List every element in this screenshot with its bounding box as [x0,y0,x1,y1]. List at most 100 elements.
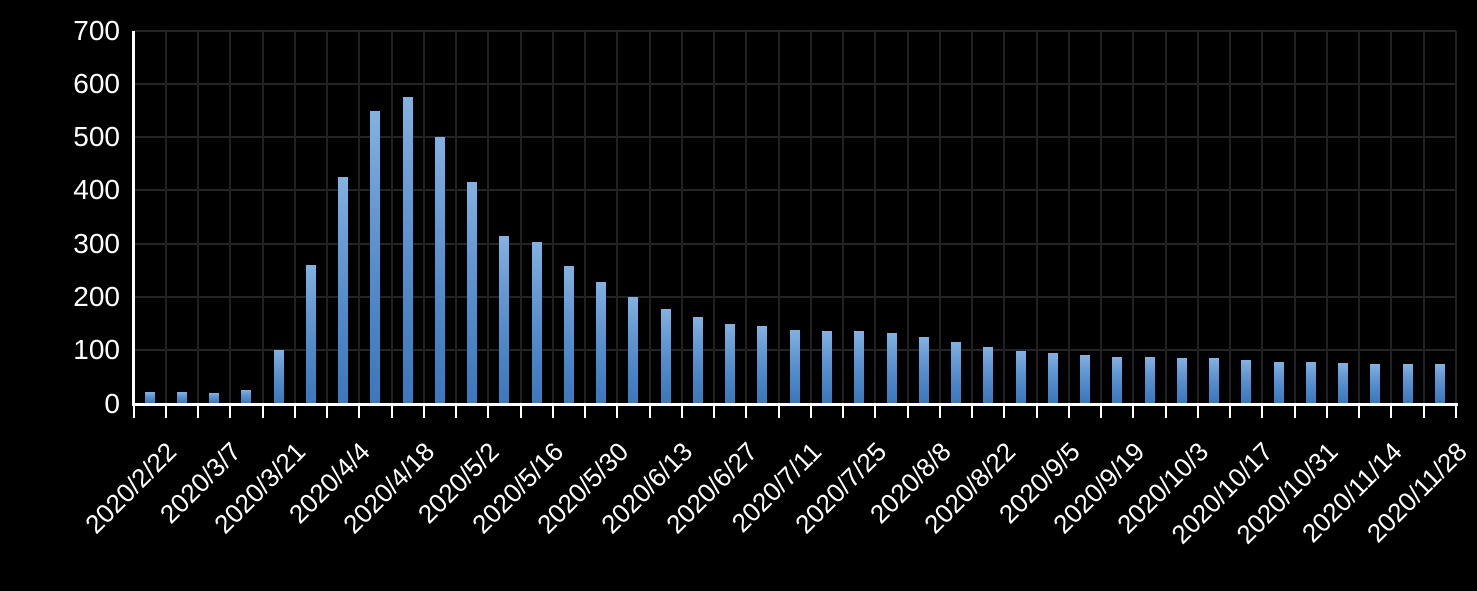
vertical-gridline [842,30,845,404]
vertical-gridline [745,30,748,404]
y-axis-label: 400 [73,174,120,206]
x-axis-tick [1164,404,1167,418]
x-axis-tick [1261,404,1264,418]
x-axis-tick [1422,404,1425,418]
bar-2020/8/8 [918,336,929,404]
vertical-gridline [164,30,167,404]
vertical-gridline [390,30,393,404]
bar-2020/10/3 [1176,358,1187,404]
vertical-gridline [1196,30,1199,404]
bar-2020/8/29 [1015,351,1026,404]
x-axis-tick [874,404,877,418]
bar-2020/6/27 [725,323,736,404]
x-axis-tick [1100,404,1103,418]
vertical-gridline [487,30,490,404]
vertical-gridline [455,30,458,404]
x-axis-tick [616,404,619,418]
y-axis-label: 300 [73,227,120,259]
x-axis-tick [519,404,522,418]
bar-2020/3/14 [241,390,252,404]
vertical-gridline [422,30,425,404]
vertical-gridline [326,30,329,404]
x-axis-tick [455,404,458,418]
x-axis-tick [648,404,651,418]
x-axis-line [131,402,1458,406]
vertical-gridline [551,30,554,404]
bar-2020/5/23 [563,266,574,404]
bar-2020/3/21 [273,350,284,404]
vertical-gridline [197,30,199,404]
vertical-gridline [1132,30,1135,404]
bar-2020/9/19 [1112,357,1123,404]
horizontal-gridline [133,295,1456,298]
y-axis-line [132,30,135,406]
bar-2020/5/2 [467,182,478,404]
bar-2020/11/21 [1402,364,1413,404]
vertical-gridline [1325,30,1328,404]
x-axis-tick [777,404,780,418]
x-axis-tick [1455,404,1457,418]
vertical-gridline [1358,30,1361,404]
bar-2020/4/4 [338,177,349,404]
x-axis-tick [680,404,683,418]
horizontal-gridline [133,136,1456,139]
x-axis-label: 2020/2/22 [79,436,183,540]
x-axis-tick [713,404,716,418]
bar-2020/11/7 [1338,363,1349,404]
vertical-gridline [809,30,812,404]
bar-2020/9/26 [1144,357,1155,404]
bar-2020/10/31 [1305,361,1316,404]
x-axis-tick [1390,404,1393,418]
vertical-gridline [229,30,232,404]
x-axis-tick [1325,404,1328,418]
x-axis-tick [487,404,490,418]
bar-2020/11/14 [1370,364,1381,404]
vertical-gridline [713,30,716,404]
vertical-gridline [584,30,587,404]
x-axis-tick [358,404,361,418]
vertical-gridline [1390,30,1393,404]
y-axis-label: 700 [73,14,120,46]
vertical-gridline [358,30,361,404]
vertical-gridline [261,30,264,404]
vertical-gridline [519,30,522,404]
x-axis-tick [197,404,199,418]
x-axis-tick [584,404,587,418]
bar-2020/6/13 [660,308,671,404]
x-axis-tick [1358,404,1361,418]
vertical-gridline [1422,30,1425,404]
bar-2020/5/30 [596,282,607,404]
x-axis-tick [745,404,748,418]
bar-2020/3/7 [209,392,220,404]
x-axis-tick [261,404,264,418]
vertical-gridline [616,30,619,404]
y-axis-label: 0 [104,387,120,419]
vertical-gridline [938,30,941,404]
bar-2020/6/20 [692,317,703,404]
y-axis-label: 500 [73,121,120,153]
bar-2020/8/15 [951,341,962,404]
vertical-gridline [1067,30,1070,404]
horizontal-gridline [133,82,1456,85]
x-axis-tick [390,404,393,418]
x-axis-tick [1003,404,1006,418]
x-axis-tick [971,404,974,418]
bar-2020/2/29 [176,391,187,404]
vertical-gridline [906,30,909,404]
x-axis-tick [164,404,167,418]
vertical-gridline [648,30,651,404]
bar-2020/4/11 [370,111,381,404]
bar-2020/10/17 [1241,360,1252,404]
vertical-gridline [1261,30,1264,404]
bar-2020/4/25 [434,137,445,404]
bar-2020/7/4 [757,326,768,404]
bar-2020/8/22 [983,347,994,404]
bar-2020/9/12 [1080,355,1091,404]
y-axis-label: 100 [73,334,120,366]
bar-2020/5/9 [499,235,510,404]
bar-2020/7/18 [822,331,832,404]
x-axis-tick [842,404,845,418]
bar-2020/10/10 [1209,358,1220,404]
x-axis-tick [809,404,812,418]
